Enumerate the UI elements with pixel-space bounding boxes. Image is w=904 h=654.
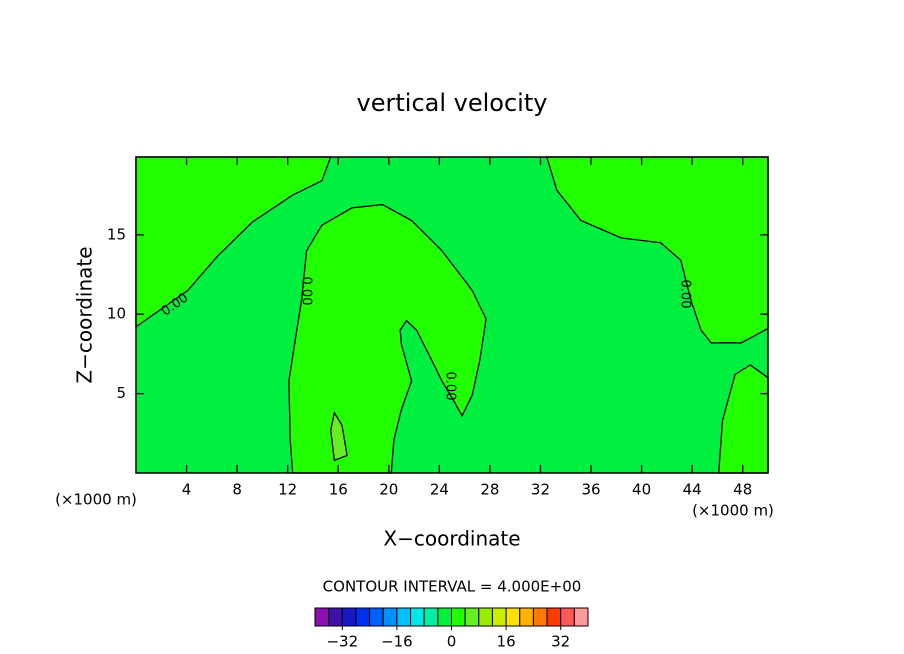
colorbar-box <box>532 607 548 627</box>
x-tick-label: 28 <box>480 481 499 499</box>
x-tick-label: 48 <box>733 481 752 499</box>
colorbar-tick-label: −16 <box>381 633 413 651</box>
colorbar-box <box>355 607 371 627</box>
y-tick-label: 15 <box>107 225 126 243</box>
colorbar-box <box>560 607 575 627</box>
x-unit-label: (×1000 m) <box>55 491 137 509</box>
x-tick-label: 4 <box>182 481 192 499</box>
colorbar-box <box>423 607 439 627</box>
colorbar-box <box>546 607 562 627</box>
colorbar-box <box>519 607 534 627</box>
colorbar-box <box>314 607 330 627</box>
chart-title: vertical velocity <box>357 89 548 117</box>
x-tick-label: 32 <box>531 481 550 499</box>
x-tick-label: 16 <box>329 481 348 499</box>
x-tick-label: 44 <box>683 481 702 499</box>
colorbar-tick-label: −32 <box>326 633 358 651</box>
x-tick-label: 8 <box>232 481 242 499</box>
x-axis-label: X−coordinate <box>383 527 520 551</box>
plot-frame <box>135 156 769 474</box>
contour-region <box>288 203 487 474</box>
x-tick-label: 12 <box>278 481 297 499</box>
x-tick-label: 20 <box>379 481 398 499</box>
y-tick-label: 5 <box>116 384 126 402</box>
x-unit-label: (×1000 m) <box>692 502 774 520</box>
colorbar-box <box>410 607 425 627</box>
colorbar-box <box>437 607 453 627</box>
contour-region <box>330 410 348 462</box>
colorbar-box <box>464 607 480 627</box>
colorbar-box <box>451 607 466 627</box>
contour-label: 0.00 <box>299 277 314 306</box>
colorbar-tick-label: 0 <box>447 633 457 651</box>
contour-label: 0.00 <box>678 280 693 309</box>
colorbar-box <box>369 607 384 627</box>
colorbar-tick-label: 32 <box>551 633 570 651</box>
colorbar-box <box>396 607 412 627</box>
x-tick-label: 24 <box>430 481 449 499</box>
colorbar-tick-label: 16 <box>497 633 516 651</box>
y-axis-label: Z−coordinate <box>73 246 97 383</box>
colorbar-box <box>478 607 493 627</box>
x-tick-label: 36 <box>581 481 600 499</box>
colorbar-box <box>573 607 589 627</box>
y-tick-label: 10 <box>107 305 126 323</box>
colorbar-box <box>328 607 343 627</box>
contour-label: 0.00 <box>443 372 458 401</box>
colorbar-box <box>341 607 357 627</box>
colorbar-box <box>491 607 507 627</box>
colorbar-box <box>505 607 521 627</box>
colorbar-box <box>382 607 398 627</box>
contour-interval: CONTOUR INTERVAL = 4.000E+00 <box>323 578 582 596</box>
x-tick-label: 40 <box>632 481 651 499</box>
